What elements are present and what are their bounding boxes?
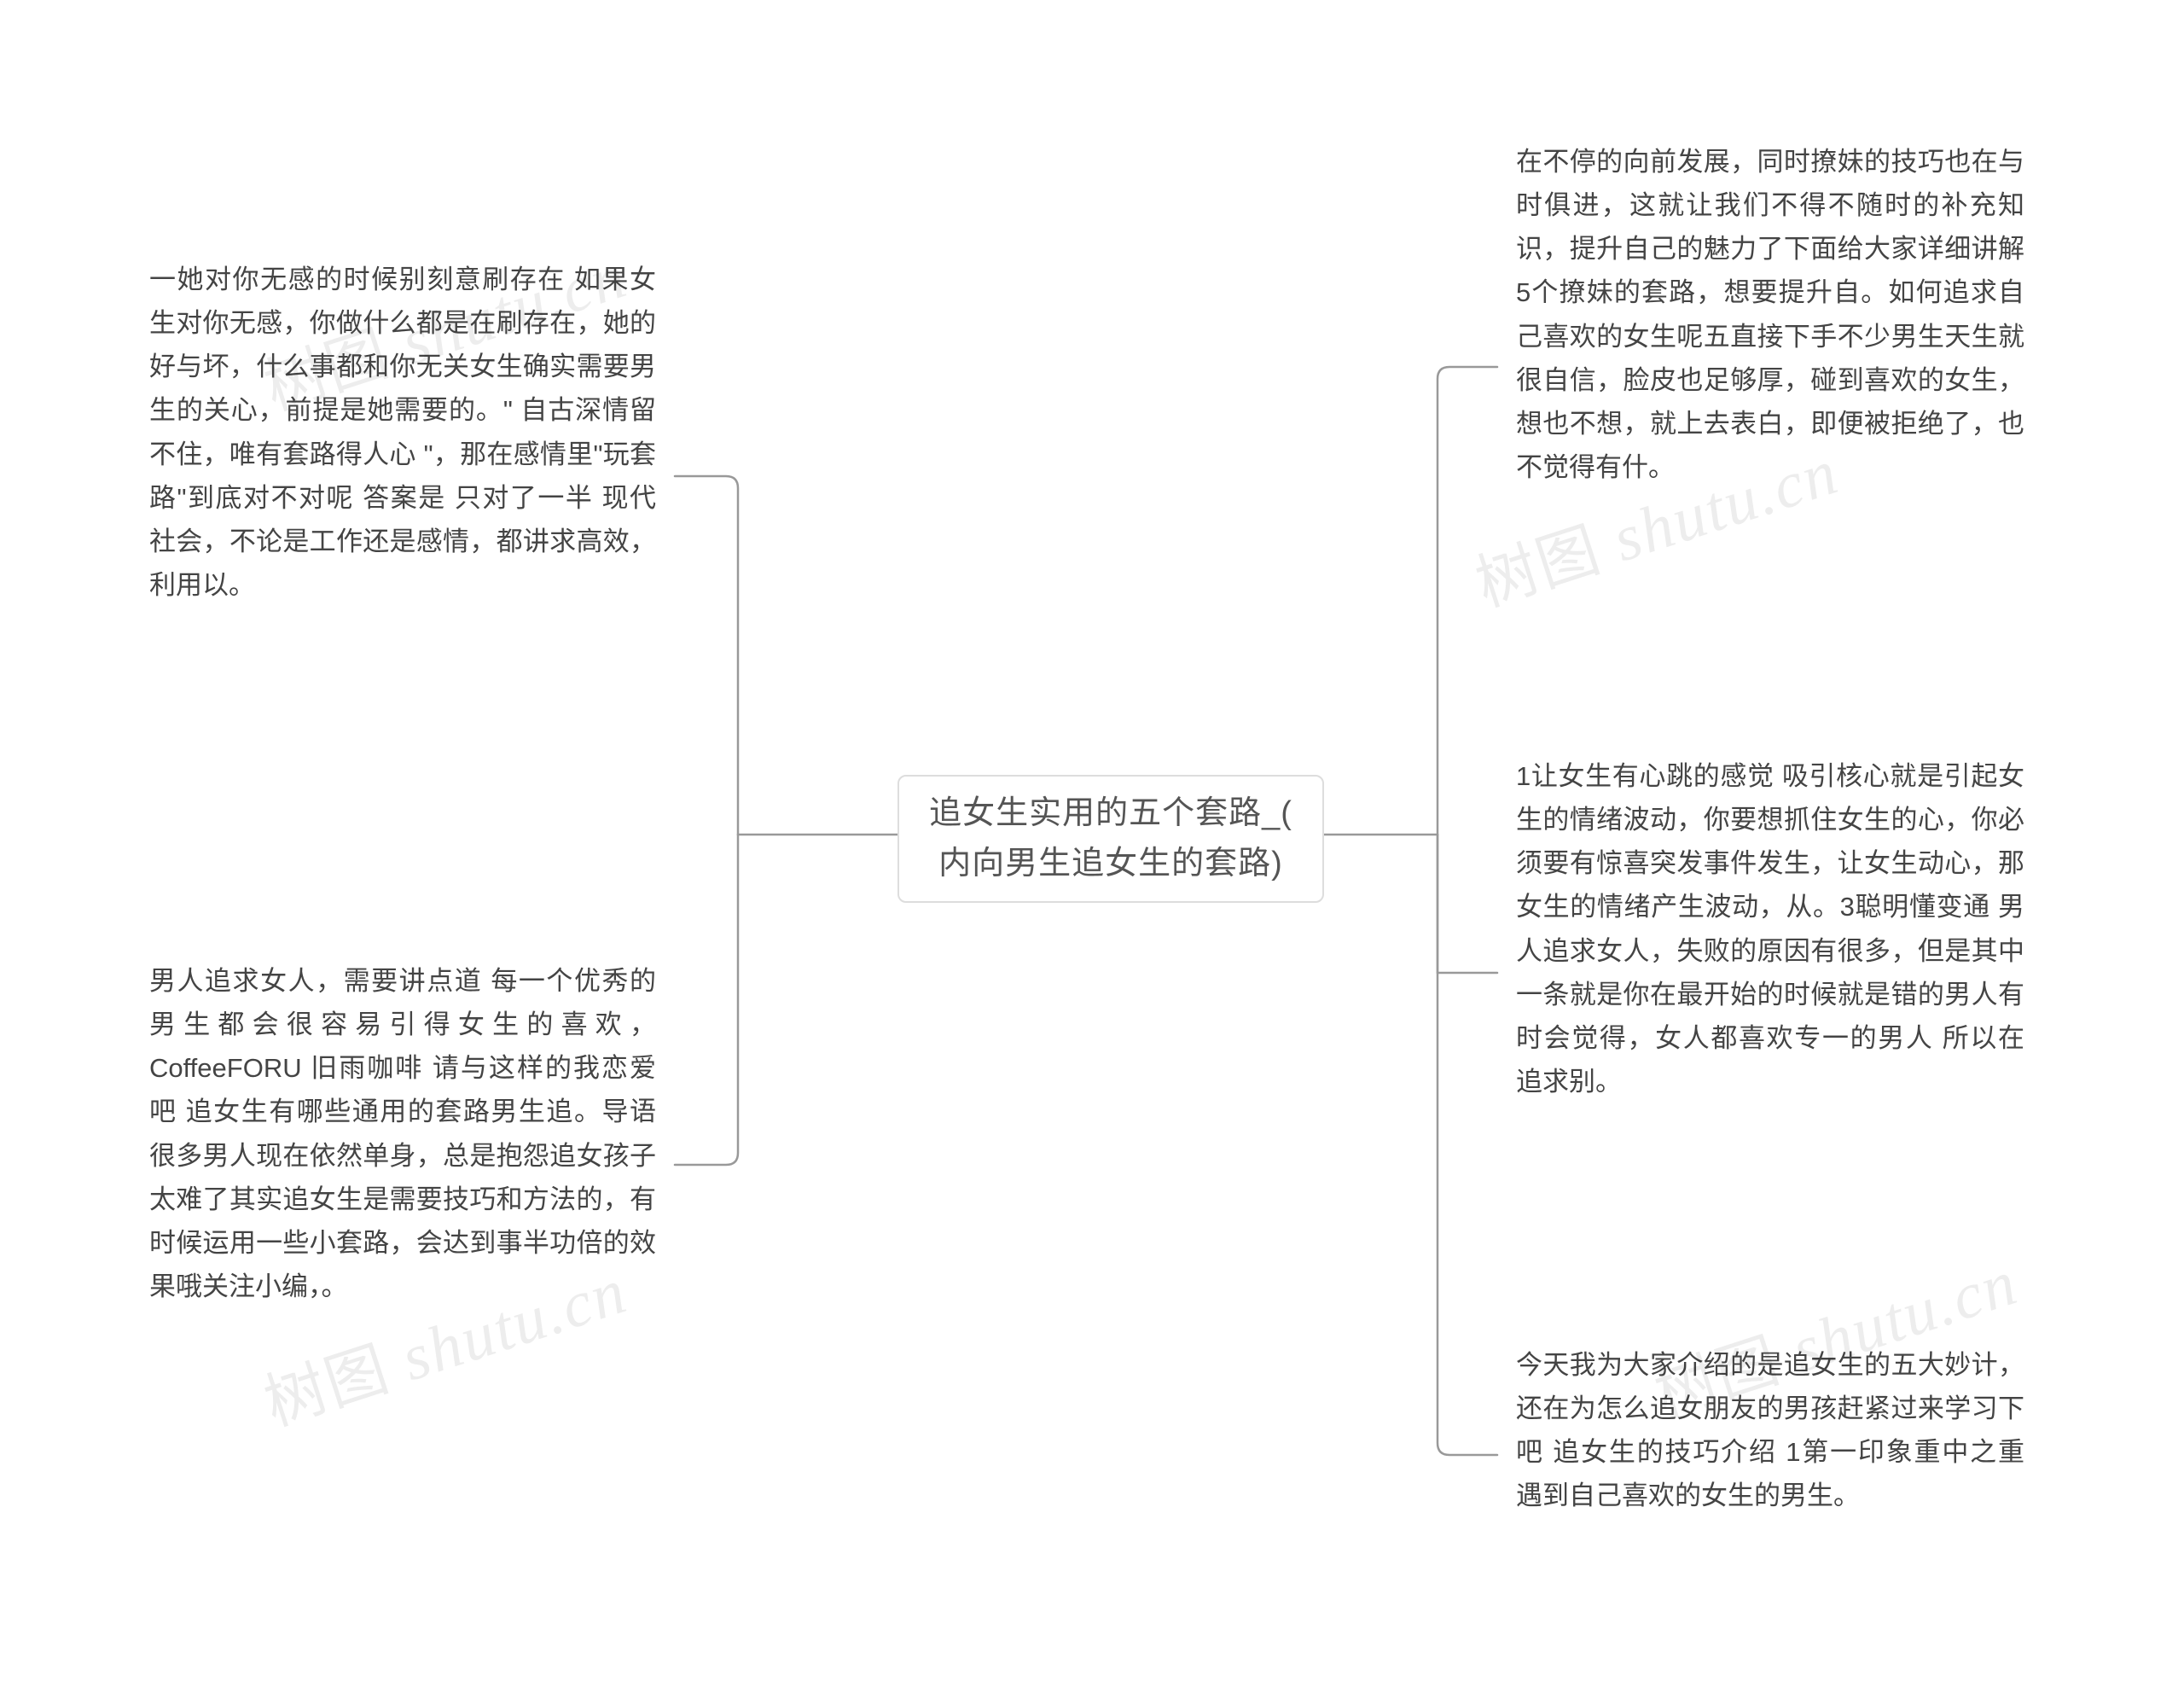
leaf-left-1: 一她对你无感的时候别刻意刷存在 如果女生对你无感，你做什么都是在刷存在，她的好与…	[131, 246, 675, 619]
leaf-left-2: 男人追求女人，需要讲点道 每一个优秀的男生都会很容易引得女生的喜欢， Coffe…	[131, 947, 675, 1320]
leaf-right-1: 在不停的向前发展，同时撩妹的技巧也在与时俱进，这就让我们不得不随时的补充知识，提…	[1497, 128, 2043, 501]
center-line2: 内向男生追女生的套路)	[938, 846, 1283, 882]
leaf-right-2: 1让女生有心跳的感觉 吸引核心就是引起女生的情绪波动，你要想抓住女生的心，你必须…	[1497, 742, 2043, 1115]
center-topic: 追女生实用的五个套路_( 内向男生追女生的套路)	[897, 775, 1324, 903]
center-line1: 追女生实用的五个套路_(	[929, 795, 1292, 831]
leaf-right-3: 今天我为大家介绍的是追女生的五大妙计，还在为怎么追女朋友的男孩赶紧过来学习下吧 …	[1497, 1331, 2043, 1530]
